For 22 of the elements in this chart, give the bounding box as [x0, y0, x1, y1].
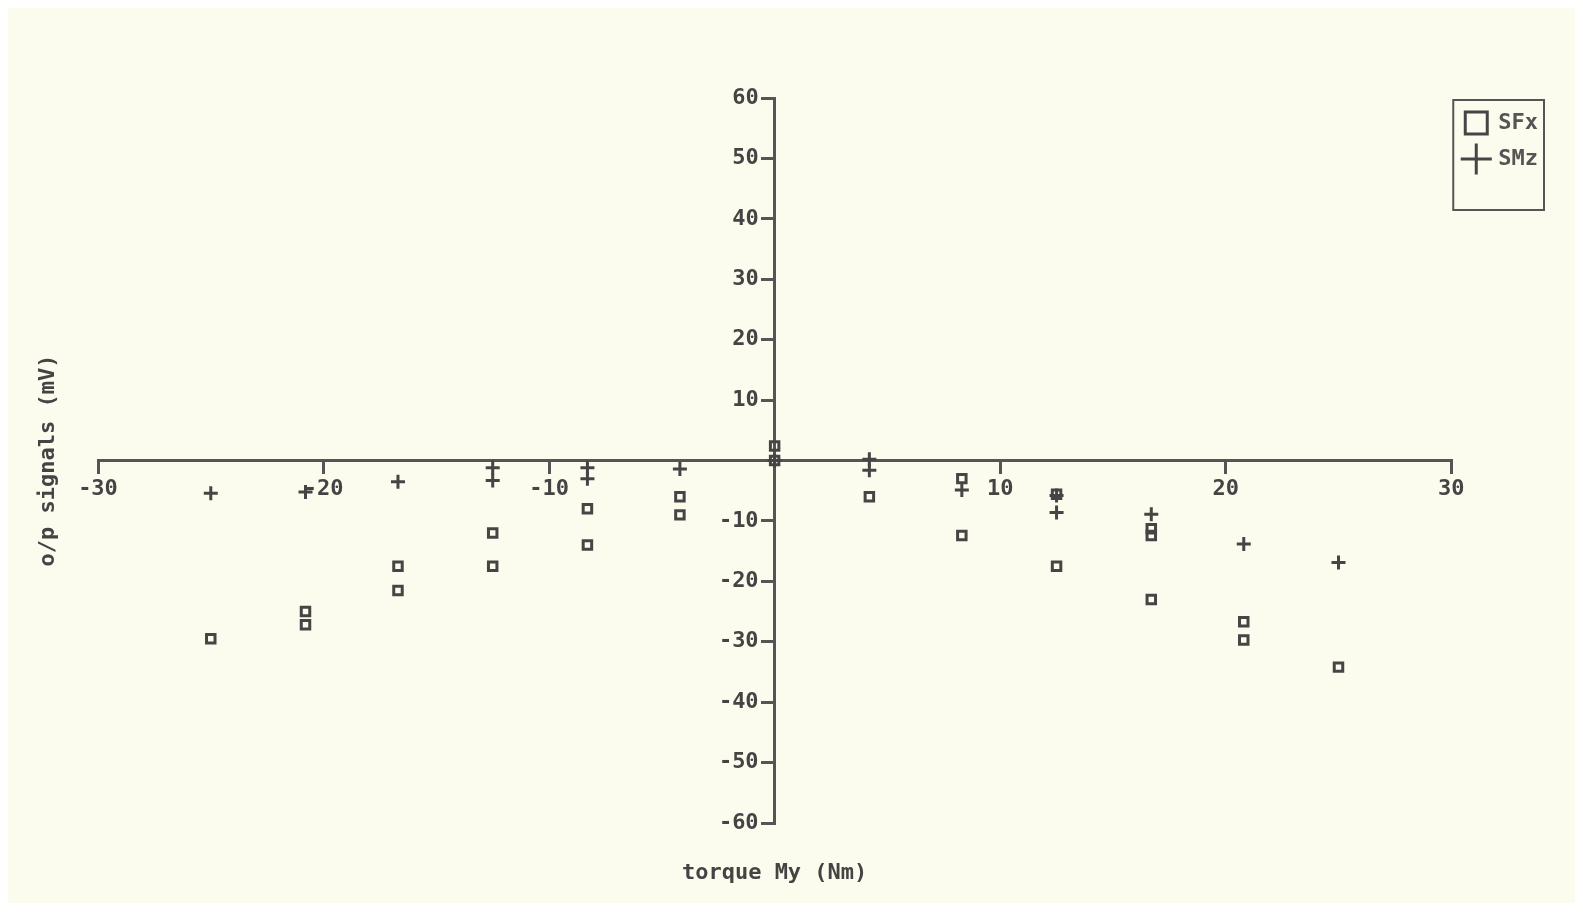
y-tick-label: -30 [718, 627, 759, 653]
y-tick-label: 40 [732, 204, 759, 230]
y-tick-label: 10 [732, 385, 759, 411]
legend-label: SMz [1498, 144, 1539, 170]
x-tick-label: 30 [1438, 475, 1465, 501]
x-tick-label: -20 [303, 475, 344, 501]
x-tick-label: 10 [986, 475, 1014, 501]
y-tick-label: -40 [718, 687, 759, 713]
y-tick-label: -10 [718, 506, 759, 532]
y-tick-label: 30 [732, 264, 759, 290]
y-axis-title: o/p signals (mV) [33, 354, 59, 567]
x-tick-label: 20 [1212, 475, 1239, 501]
x-tick-label: -30 [78, 475, 118, 501]
y-tick-label: -50 [718, 748, 759, 774]
x-axis-title: torque My (Nm) [681, 858, 868, 884]
y-tick-label: -20 [718, 567, 759, 593]
y-tick-label: 50 [732, 144, 759, 170]
y-tick-label: 20 [732, 325, 759, 351]
x-tick-label: -10 [529, 475, 569, 501]
y-tick-label: -60 [718, 808, 759, 834]
y-tick-label: 60 [732, 83, 759, 109]
legend-label: SFx [1498, 108, 1539, 134]
